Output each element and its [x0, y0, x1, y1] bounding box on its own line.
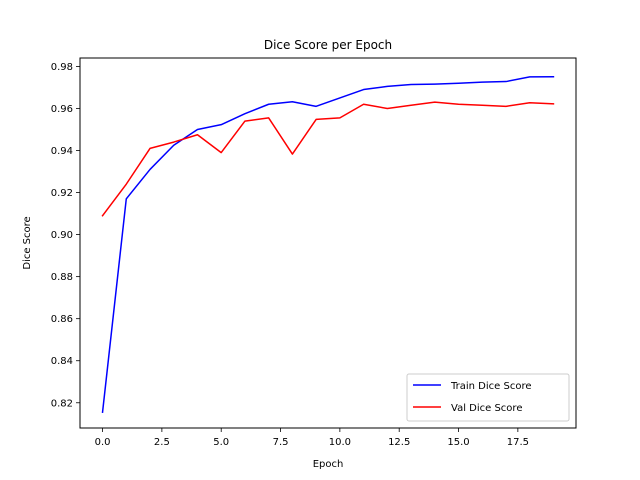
chart-title: Dice Score per Epoch — [264, 38, 392, 52]
x-tick-label: 7.5 — [273, 437, 289, 448]
y-tick-label: 0.86 — [51, 314, 73, 325]
x-tick-label: 17.5 — [507, 437, 529, 448]
series-line-0 — [101, 75, 555, 414]
x-tick-label: 2.5 — [154, 437, 170, 448]
legend: Train Dice Score Val Dice Score — [406, 373, 570, 422]
legend-box — [406, 373, 570, 422]
y-axis-label: Dice Score — [22, 216, 33, 269]
x-tick-label: 12.5 — [388, 437, 410, 448]
y-tick-label: 0.98 — [51, 62, 73, 73]
legend-label-val: Val Dice Score — [451, 403, 522, 414]
legend-label-train: Train Dice Score — [450, 381, 532, 392]
y-tick-label: 0.92 — [51, 188, 73, 199]
y-tick-label: 0.96 — [51, 104, 73, 115]
plot-lines — [101, 75, 555, 414]
x-axis-ticks: 0.0 2.5 5.0 7.5 10.0 12.5 15.0 17.5 — [95, 428, 529, 448]
x-axis-label: Epoch — [313, 459, 344, 470]
y-tick-label: 0.94 — [51, 146, 73, 157]
y-axis-ticks: 0.82 0.84 0.86 0.88 0.90 0.92 0.94 0.96 0.98 — [51, 62, 80, 409]
x-tick-label: 15.0 — [447, 437, 469, 448]
y-tick-label: 0.82 — [51, 398, 73, 409]
x-tick-label: 10.0 — [329, 437, 351, 448]
y-tick-label: 0.88 — [51, 272, 73, 283]
x-tick-label: 0.0 — [95, 437, 111, 448]
plot-area-frame — [79, 57, 577, 429]
y-tick-label: 0.90 — [51, 230, 73, 241]
x-tick-label: 5.0 — [213, 437, 229, 448]
y-tick-label: 0.84 — [51, 356, 73, 367]
series-line-1 — [101, 101, 555, 217]
